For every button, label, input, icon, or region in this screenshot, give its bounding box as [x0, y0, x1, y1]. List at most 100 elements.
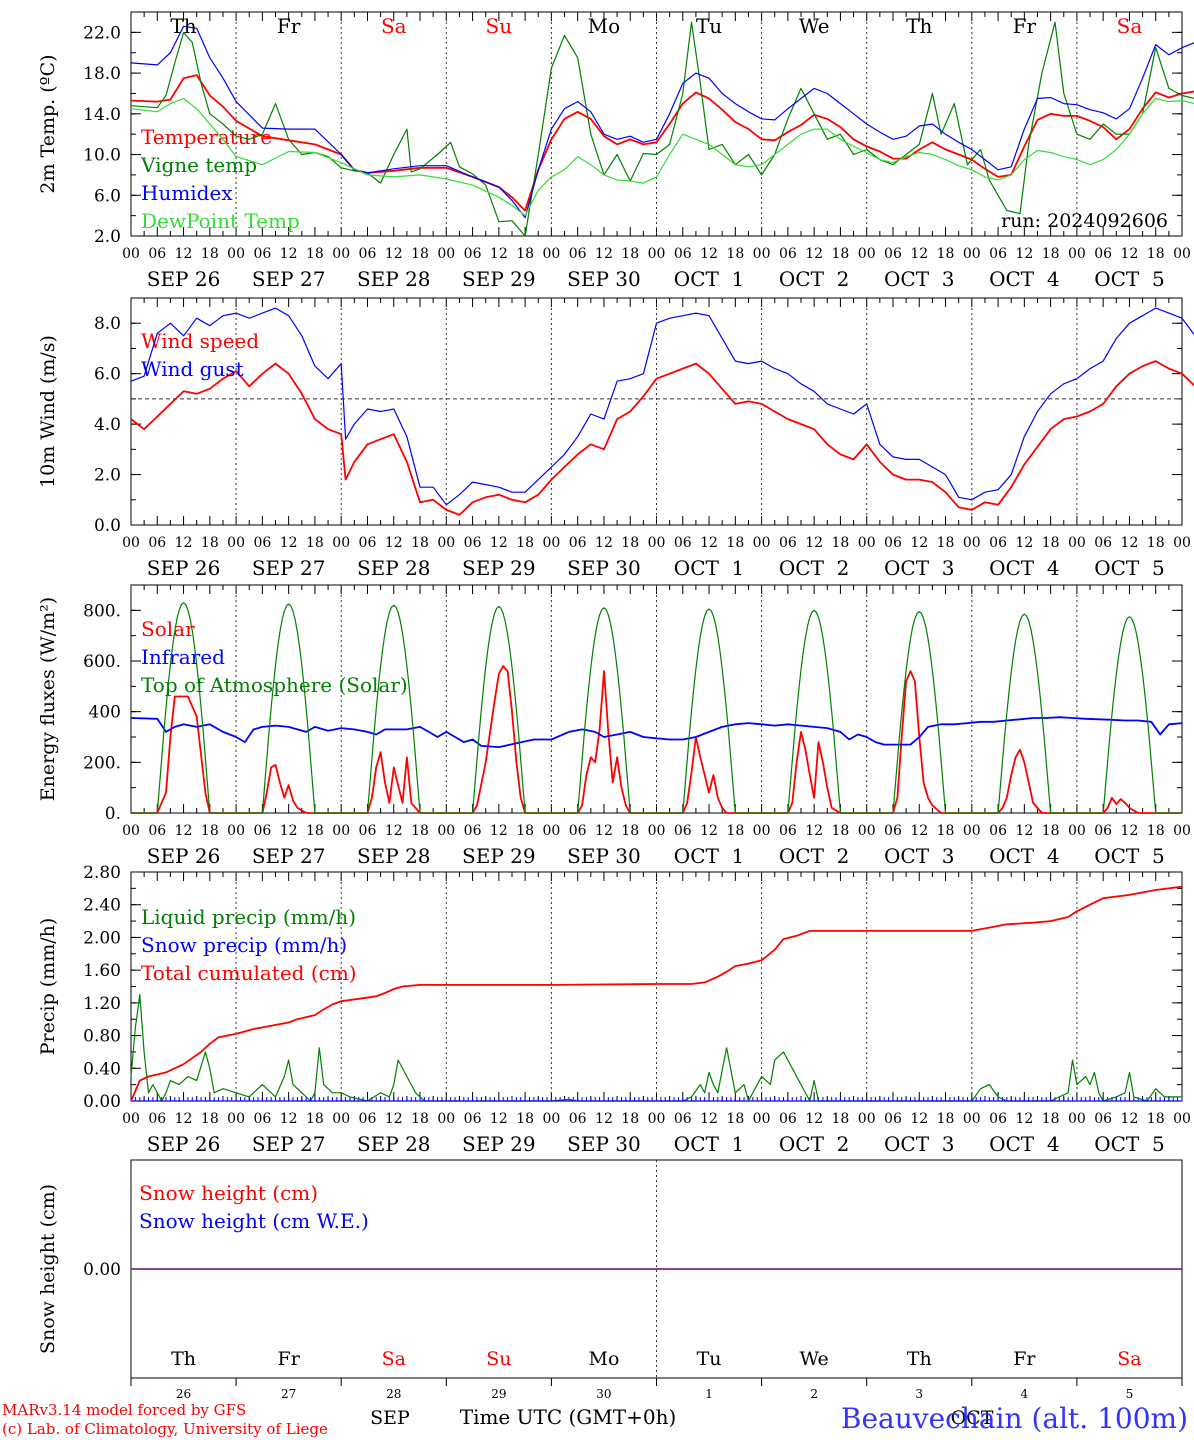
hour-tick-label: 12 [1121, 823, 1139, 839]
date-label: OCT 5 [1094, 556, 1164, 580]
hour-tick-label: 06 [674, 823, 692, 839]
date-label: SEP 29 [462, 556, 536, 580]
hour-tick-label: 06 [674, 535, 692, 551]
y-tick-label: 14.0 [83, 105, 121, 125]
weekday-label: We [799, 14, 830, 38]
date-label: OCT 3 [884, 556, 954, 580]
weekday-label: Tu [696, 14, 722, 38]
hour-tick-label: 06 [884, 246, 902, 262]
date-label: SEP 26 [147, 267, 221, 291]
hour-tick-label: 00 [437, 535, 455, 551]
y-tick-label: 2.40 [83, 896, 121, 916]
station-name: Beauvechain (alt. 100m) [841, 1402, 1188, 1435]
hour-tick-label: 00 [1068, 246, 1086, 262]
weekday-label: Th [171, 1348, 196, 1370]
hour-tick-label: 12 [1015, 1111, 1033, 1127]
hour-tick-label: 12 [175, 823, 193, 839]
hour-tick-label: 18 [726, 535, 744, 551]
hour-tick-label: 06 [464, 823, 482, 839]
month-label-right: OCT [951, 1407, 994, 1429]
legend-entry: Temperature [141, 125, 272, 149]
date-label: OCT 5 [1094, 844, 1164, 868]
legend-entry: Snow height (cm W.E.) [139, 1209, 369, 1233]
series-line-wind-gust [130, 307, 1194, 506]
hour-tick-label: 00 [858, 1111, 876, 1127]
hour-tick-label: 12 [1121, 535, 1139, 551]
hour-tick-label: 06 [779, 535, 797, 551]
y-tick-label: 0. [105, 804, 121, 824]
hour-tick-label: 18 [411, 823, 429, 839]
hour-tick-label: 00 [1173, 535, 1191, 551]
legend-entry: Solar [141, 617, 195, 641]
date-label: SEP 27 [252, 844, 326, 868]
legend-entry: DewPoint Temp [141, 209, 300, 233]
day-number-label: 27 [281, 1387, 296, 1401]
date-label: SEP 26 [147, 556, 221, 580]
weekday-label: Fr [278, 1348, 301, 1370]
hour-tick-label: 06 [884, 823, 902, 839]
date-label: OCT 2 [779, 556, 849, 580]
hour-tick-label: 06 [1094, 246, 1112, 262]
series-line-humidex [130, 25, 1194, 219]
hour-tick-label: 12 [175, 535, 193, 551]
weekday-label: Th [170, 14, 196, 38]
hour-tick-label: 12 [385, 823, 403, 839]
hour-tick-label: 06 [253, 535, 271, 551]
hour-tick-label: 12 [700, 1111, 718, 1127]
day-number-label: 28 [386, 1387, 401, 1401]
hour-tick-label: 12 [595, 1111, 613, 1127]
hour-tick-label: 18 [306, 1111, 324, 1127]
weekday-label: Mo [588, 14, 621, 38]
hour-tick-label: 18 [1147, 535, 1165, 551]
panel-wind: 0.0 2.0 4.0 6.0 8.0 10m Wind (m/s) Wind speed W… [37, 297, 1194, 580]
hour-tick-label: 06 [464, 535, 482, 551]
legend-entry: Top of Atmosphere (Solar) [141, 673, 408, 697]
date-label: OCT 4 [989, 267, 1059, 291]
hour-tick-label: 06 [884, 1111, 902, 1127]
hour-tick-label: 00 [753, 1111, 771, 1127]
hour-tick-label: 00 [227, 823, 245, 839]
date-label: SEP 26 [147, 1132, 221, 1156]
day-number-label: 3 [915, 1387, 923, 1401]
date-label: OCT 5 [1094, 1132, 1164, 1156]
hour-tick-label: 00 [227, 246, 245, 262]
weekday-label: Sa [1117, 14, 1143, 38]
hour-tick-label: 00 [332, 1111, 350, 1127]
hour-tick-label: 00 [1068, 823, 1086, 839]
weekday-label: Th [906, 14, 932, 38]
hour-tick-label: 12 [280, 246, 298, 262]
weekday-label: Fr [277, 14, 301, 38]
y-tick-label: 200. [83, 753, 121, 773]
weekday-label: Fr [1013, 14, 1037, 38]
weekday-label: Mo [588, 1348, 619, 1370]
hour-tick-label: 18 [1042, 535, 1060, 551]
hour-tick-label: 12 [910, 823, 928, 839]
hour-tick-label: 12 [1015, 535, 1033, 551]
hour-tick-label: 18 [832, 823, 850, 839]
hour-tick-label: 00 [858, 246, 876, 262]
hour-tick-label: 00 [122, 1111, 140, 1127]
hour-tick-label: 18 [937, 535, 955, 551]
hour-tick-label: 18 [306, 246, 324, 262]
hour-tick-label: 00 [437, 1111, 455, 1127]
hour-tick-label: 00 [542, 535, 560, 551]
hour-tick-label: 00 [648, 823, 666, 839]
hour-tick-label: 06 [779, 823, 797, 839]
hour-tick-label: 18 [726, 1111, 744, 1127]
series-line-dewpoint-temp [130, 97, 1194, 217]
hour-tick-label: 00 [858, 823, 876, 839]
hour-tick-label: 06 [148, 246, 166, 262]
hour-tick-label: 00 [1173, 823, 1191, 839]
hour-tick-label: 06 [253, 1111, 271, 1127]
y-tick-label: 2.80 [83, 863, 121, 883]
y-axis-label: Precip (mm/h) [37, 918, 59, 1056]
hour-tick-label: 06 [674, 1111, 692, 1127]
hour-tick-label: 12 [805, 823, 823, 839]
date-label: SEP 29 [462, 844, 536, 868]
hour-tick-label: 18 [1042, 1111, 1060, 1127]
hour-tick-label: 06 [464, 246, 482, 262]
hour-tick-label: 18 [937, 1111, 955, 1127]
date-label: OCT 2 [779, 844, 849, 868]
hour-tick-label: 12 [385, 1111, 403, 1127]
